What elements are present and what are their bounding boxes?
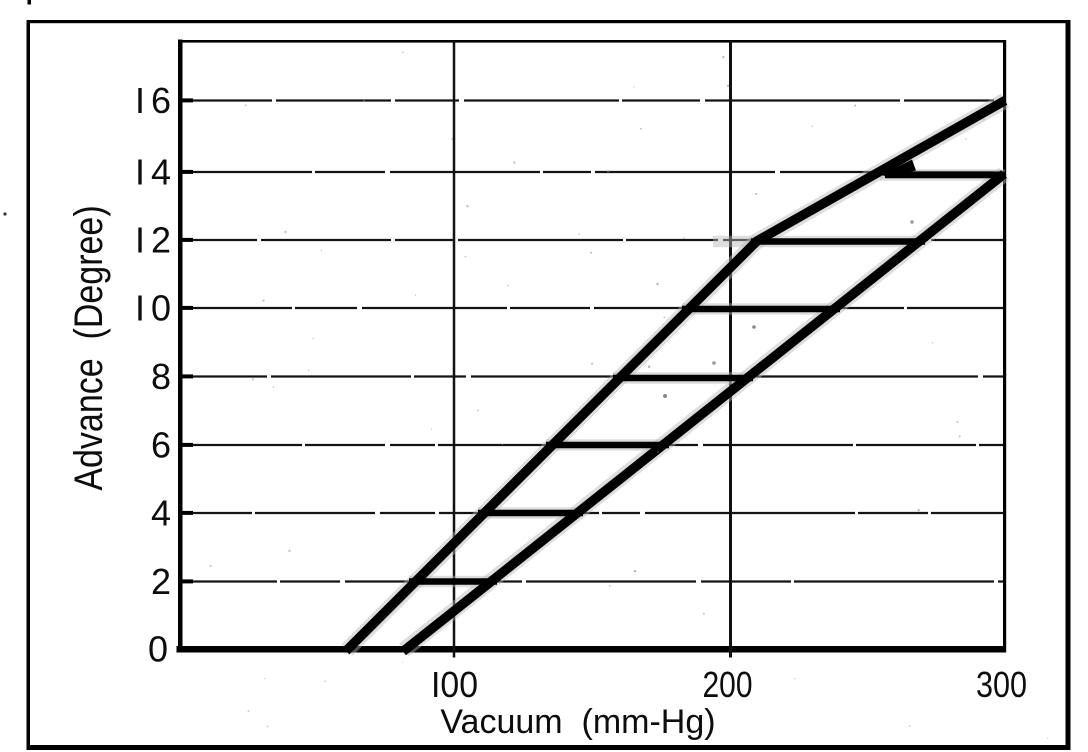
svg-text:0: 0 bbox=[148, 629, 168, 670]
svg-text:6: 6 bbox=[151, 425, 171, 466]
svg-text:I6: I6 bbox=[135, 80, 171, 121]
svg-text:200: 200 bbox=[703, 664, 753, 705]
svg-text:2: 2 bbox=[151, 561, 171, 602]
svg-text:8: 8 bbox=[151, 356, 171, 397]
svg-text:I0: I0 bbox=[135, 288, 171, 329]
svg-text:Vacuum (mm-Hg): Vacuum (mm-Hg) bbox=[440, 703, 715, 741]
svg-text:300: 300 bbox=[976, 664, 1027, 705]
svg-text:I00: I00 bbox=[431, 664, 478, 705]
svg-text:I4: I4 bbox=[135, 152, 171, 193]
svg-text:4: 4 bbox=[151, 493, 171, 534]
svg-text:I2: I2 bbox=[135, 220, 171, 261]
svg-text:Advance (Degree): Advance (Degree) bbox=[65, 205, 110, 490]
